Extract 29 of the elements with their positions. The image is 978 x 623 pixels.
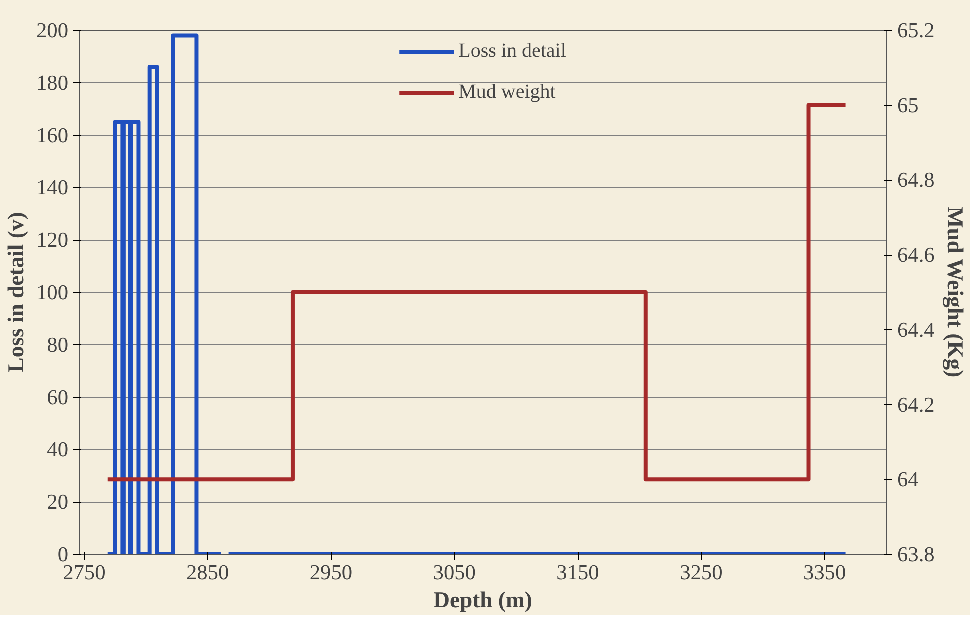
y2-tick-label: 64.4 [898, 318, 936, 342]
y-axis-title: Loss in detail (v) [4, 212, 29, 373]
y-tick-label: 200 [36, 18, 69, 42]
y-tick-label: 140 [36, 176, 69, 200]
x-tick-label: 2850 [186, 560, 230, 584]
y2-tick-label: 64 [898, 468, 920, 492]
y-tick-label: 180 [36, 70, 69, 95]
x-tick-label: 3350 [803, 560, 846, 584]
y-tick-label: 100 [36, 280, 69, 304]
y2-tick-label: 65 [898, 93, 919, 118]
y2-tick-label: 64.8 [898, 168, 935, 192]
x-tick-label: 3150 [556, 560, 600, 584]
x-tick-label: 3250 [680, 560, 723, 584]
y2-axis-title: Mud Weight (Kg) [942, 206, 968, 378]
legend-label: Mud weight [458, 81, 556, 104]
y-tick-label: 20 [47, 490, 68, 514]
y-tick-label: 60 [47, 385, 68, 410]
y2-tick-label: 64.6 [898, 243, 936, 268]
x-tick-label: 3050 [433, 560, 476, 584]
y2-tick-label: 65.2 [898, 18, 935, 42]
y-tick-label: 120 [36, 228, 69, 252]
y2-tick-label: 64.2 [898, 392, 935, 417]
y-tick-label: 80 [47, 332, 68, 357]
y-tick-label: 160 [36, 123, 69, 148]
y-tick-label: 40 [47, 438, 68, 462]
legend-label: Loss in detail [458, 40, 566, 63]
y2-tick-label: 63.8 [898, 542, 935, 566]
x-tick-label: 2950 [310, 560, 353, 584]
x-axis-title: Depth (m) [434, 588, 532, 612]
